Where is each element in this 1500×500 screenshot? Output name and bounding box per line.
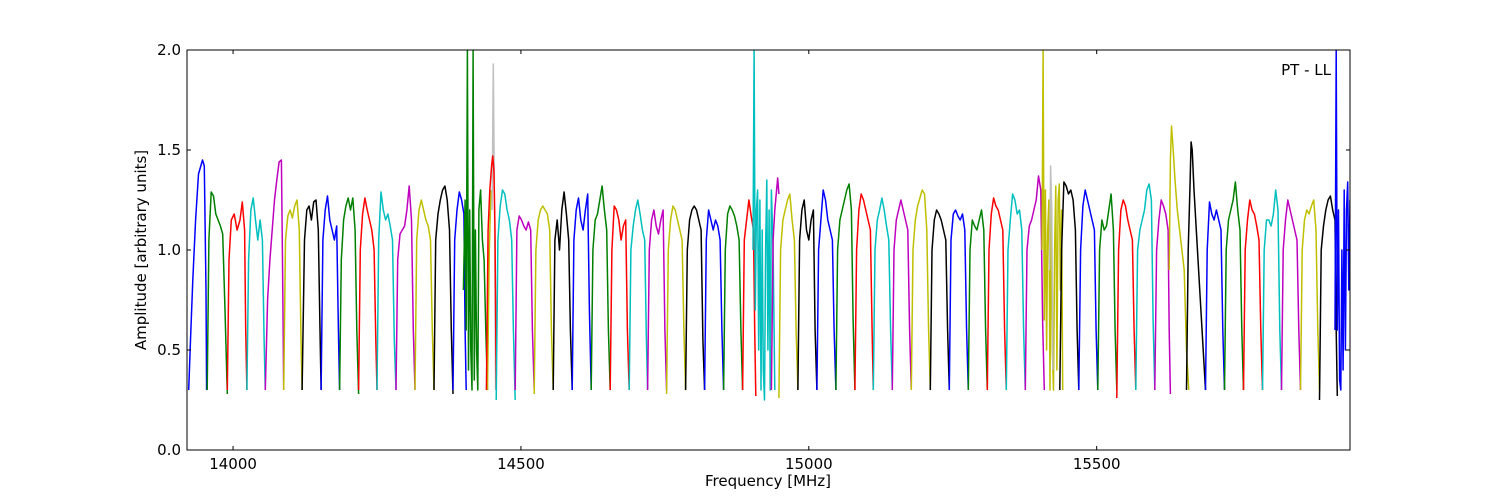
y-tick-label: 0.0 [157, 441, 181, 459]
series-line-38 [816, 189, 837, 391]
series-line-11 [376, 191, 397, 391]
series-line-40 [854, 193, 875, 391]
series-line-53 [1078, 189, 1099, 391]
series-line-21 [514, 215, 535, 391]
series-line-47 [986, 197, 1008, 391]
series-line-51 [1048, 165, 1054, 371]
x-axis-label: Frequency [MHz] [705, 472, 831, 490]
series-line-29 [665, 205, 687, 395]
series-line-20 [495, 189, 516, 401]
series-line-48 [1005, 193, 1027, 391]
series-line-42 [891, 199, 913, 391]
series-line-43 [910, 189, 932, 391]
chart-annotation: PT - LL [1281, 61, 1332, 79]
series-line-17 [486, 189, 492, 391]
series-line-41 [872, 197, 894, 391]
series-line-28 [646, 209, 668, 391]
y-tick-label: 0.5 [157, 341, 181, 359]
series-line-27 [628, 199, 649, 391]
x-tick-label: 14500 [497, 455, 545, 473]
series-line-3 [226, 201, 248, 391]
series-line-30 [684, 205, 706, 391]
series-line-60 [1204, 201, 1226, 391]
series-line-62 [1242, 199, 1264, 391]
series-line-65 [1299, 199, 1321, 391]
series-layer [187, 50, 1350, 401]
series-line-46 [967, 209, 989, 391]
series-line-6 [282, 199, 303, 391]
series-line-24 [571, 193, 592, 391]
series-line-23 [552, 191, 573, 391]
series-line-32 [722, 205, 744, 391]
x-tick-label: 15500 [1073, 455, 1121, 473]
y-tick-label: 1.0 [157, 241, 181, 259]
series-line-9 [338, 197, 360, 395]
series-line-58 [1168, 125, 1190, 391]
series-line-45 [948, 209, 970, 391]
series-line-25 [590, 185, 611, 391]
x-tick-label: 14000 [209, 455, 257, 473]
series-line-16 [462, 50, 489, 391]
series-line-59 [1185, 141, 1207, 391]
series-line-14 [433, 185, 454, 395]
series-line-4 [246, 197, 267, 391]
series-line-37 [797, 199, 818, 391]
series-line-39 [835, 183, 856, 391]
series-line-31 [703, 209, 725, 391]
series-line-10 [357, 197, 378, 391]
series-line-35 [770, 177, 780, 391]
y-axis-label: Amplitude [arbitrary units] [132, 150, 150, 350]
y-tick-label: 1.5 [157, 141, 181, 159]
x-axis: 14000 14500 15000 15500 [209, 50, 1121, 473]
series-line-5 [264, 159, 285, 391]
y-tick-label: 2.0 [157, 41, 181, 59]
x-tick-label: 15000 [785, 455, 833, 473]
y-axis: 0.0 0.5 1.0 1.5 2.0 [157, 41, 1350, 459]
series-line-55 [1116, 199, 1137, 399]
series-line-49 [1024, 175, 1046, 391]
series-line-63 [1261, 189, 1283, 391]
series-line-8 [320, 195, 341, 391]
series-line-61 [1223, 181, 1245, 391]
series-line-22 [533, 205, 554, 395]
series-line-57 [1154, 199, 1172, 395]
series-line-34 [752, 50, 776, 401]
series-line-67 [1334, 50, 1350, 391]
series-line-7 [301, 199, 322, 391]
series-line-15 [452, 191, 467, 391]
series-line-36 [778, 193, 799, 399]
series-line-1 [187, 159, 208, 391]
series-line-33 [741, 199, 757, 397]
series-line-26 [609, 205, 630, 391]
series-line-19 [485, 155, 497, 391]
series-line-52 [1059, 181, 1080, 391]
series-line-64 [1280, 199, 1302, 391]
series-line-44 [929, 209, 951, 391]
series-line-56 [1135, 183, 1156, 391]
series-line-12 [395, 185, 416, 391]
series-line-2 [206, 191, 229, 395]
series-line-13 [414, 199, 435, 391]
series-line-54 [1097, 193, 1118, 391]
